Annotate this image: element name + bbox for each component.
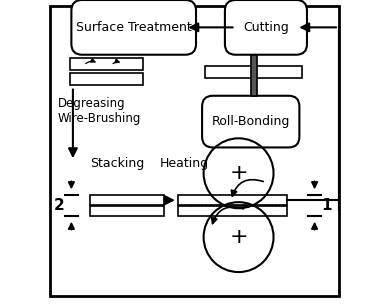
FancyBboxPatch shape [202, 96, 300, 147]
FancyBboxPatch shape [205, 66, 302, 78]
FancyBboxPatch shape [50, 6, 339, 296]
Text: Degreasing
Wire-Brushing: Degreasing Wire-Brushing [58, 97, 141, 125]
Text: 1: 1 [321, 198, 332, 213]
FancyBboxPatch shape [178, 195, 287, 205]
FancyBboxPatch shape [251, 55, 258, 96]
Text: Surface Treatment: Surface Treatment [76, 21, 191, 34]
FancyBboxPatch shape [70, 58, 143, 70]
Text: Heating: Heating [159, 157, 209, 170]
Text: Roll-Bonding: Roll-Bonding [212, 115, 290, 128]
FancyBboxPatch shape [89, 206, 164, 216]
Text: 2: 2 [54, 198, 65, 213]
FancyBboxPatch shape [89, 195, 164, 205]
FancyBboxPatch shape [71, 0, 196, 55]
FancyBboxPatch shape [178, 206, 287, 216]
Text: Cutting: Cutting [243, 21, 289, 34]
FancyBboxPatch shape [70, 73, 143, 85]
Text: Stacking: Stacking [90, 157, 144, 170]
Text: +: + [229, 163, 248, 183]
Text: +: + [229, 227, 248, 247]
FancyBboxPatch shape [225, 0, 307, 55]
